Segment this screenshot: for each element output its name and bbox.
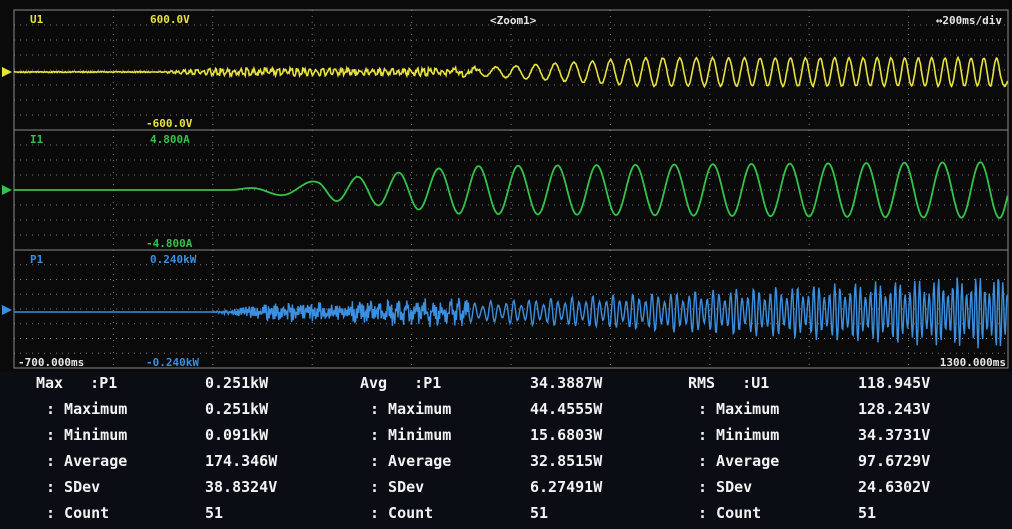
stat-col3-row-label: : Count [698,504,762,522]
stat-col3-row-value: 97.6729V [858,452,931,470]
channel-top-i1: 4.800A [150,133,190,146]
stat-col1-row-value: 174.346W [205,452,278,470]
stat-col3-row-label: : Minimum [698,426,780,444]
waveform-u1 [13,55,1009,89]
waveform-i1 [14,161,1009,219]
stat-col2-row-label: : SDev [370,478,425,496]
stat-col3-header-value: 118.945V [858,374,931,392]
zoom-label: <Zoom1> [490,14,537,27]
stats-row-count: : Count 51 : Count 51 : Count 51 [0,502,1012,524]
channel-top-p1: 0.240kW [150,253,197,266]
stat-col3-row-value: 128.243V [858,400,931,418]
waveform-p1 [14,277,1009,349]
stats-row-minimum: : Minimum 0.091kW : Minimum 15.6803W : M… [0,424,1012,446]
stat-col1-row-value: 51 [205,504,224,522]
stat-col2-row-value: 32.8515W [530,452,603,470]
stat-col2-row-value: 51 [530,504,549,522]
stat-col1-row-label: : Minimum [46,426,128,444]
stats-header-row: Max :P1 0.251kW Avg :P1 34.3887W RMS :U1… [0,372,1012,394]
stat-col3-header-label: RMS :U1 [688,374,770,392]
stat-col3-row-label: : Average [698,452,780,470]
stat-col3-row-value: 34.3731V [858,426,931,444]
plot-background [0,0,1012,372]
channel-name-u1: U1 [30,13,44,26]
ground-marker-i1[interactable] [2,185,12,195]
channel-bottom-i1: -4.800A [146,237,193,250]
channel-top-u1: 600.0V [150,13,190,26]
waveform-display: <Zoom1> ↔200ms/div U1 600.0V -600.0V I1 … [0,0,1012,372]
stats-row-sdev: : SDev 38.8324V : SDev 6.27491W : SDev 2… [0,476,1012,498]
stat-col2-row-value: 44.4555W [530,400,603,418]
stat-col2-header-value: 34.3887W [530,374,603,392]
stat-col1-row-value: 0.251kW [205,400,269,418]
stat-col1-header-label: Max :P1 [36,374,118,392]
channel-name-p1: P1 [30,253,44,266]
time-end-label: 1300.000ms [940,356,1006,369]
stat-col1-header-value: 0.251kW [205,374,269,392]
timebase-label: ↔200ms/div [936,14,1003,27]
stat-col2-row-value: 15.6803W [530,426,603,444]
stats-row-maximum: : Maximum 0.251kW : Maximum 44.4555W : M… [0,398,1012,420]
stat-col2-header-label: Avg :P1 [360,374,442,392]
waveform-plot: <Zoom1> ↔200ms/div U1 600.0V -600.0V I1 … [0,0,1012,372]
ground-marker-u1[interactable] [2,67,12,77]
statistics-panel: Max :P1 0.251kW Avg :P1 34.3887W RMS :U1… [0,372,1012,529]
stat-col1-row-value: 0.091kW [205,426,269,444]
stat-col3-row-label: : Maximum [698,400,780,418]
plot-frame [13,9,1009,369]
channel-bottom-u1: -600.0V [146,117,193,130]
stat-col1-row-value: 38.8324V [205,478,278,496]
stat-col1-row-label: : SDev [46,478,101,496]
stat-col1-row-label: : Maximum [46,400,128,418]
channel-bottom-p1: -0.240kW [146,356,199,369]
stat-col2-row-label: : Count [370,504,434,522]
time-start-label: -700.000ms [18,356,84,369]
stat-col2-row-label: : Average [370,452,452,470]
stats-row-average: : Average 174.346W : Average 32.8515W : … [0,450,1012,472]
stat-col3-row-value: 51 [858,504,877,522]
ground-marker-p1[interactable] [2,305,12,315]
stat-col3-row-value: 24.6302V [858,478,931,496]
stat-col2-row-label: : Maximum [370,400,452,418]
stat-col2-row-label: : Minimum [370,426,452,444]
stat-col2-row-value: 6.27491W [530,478,603,496]
stat-col1-row-label: : Average [46,452,128,470]
stat-col1-row-label: : Count [46,504,110,522]
stat-col3-row-label: : SDev [698,478,753,496]
channel-name-i1: I1 [30,133,44,146]
